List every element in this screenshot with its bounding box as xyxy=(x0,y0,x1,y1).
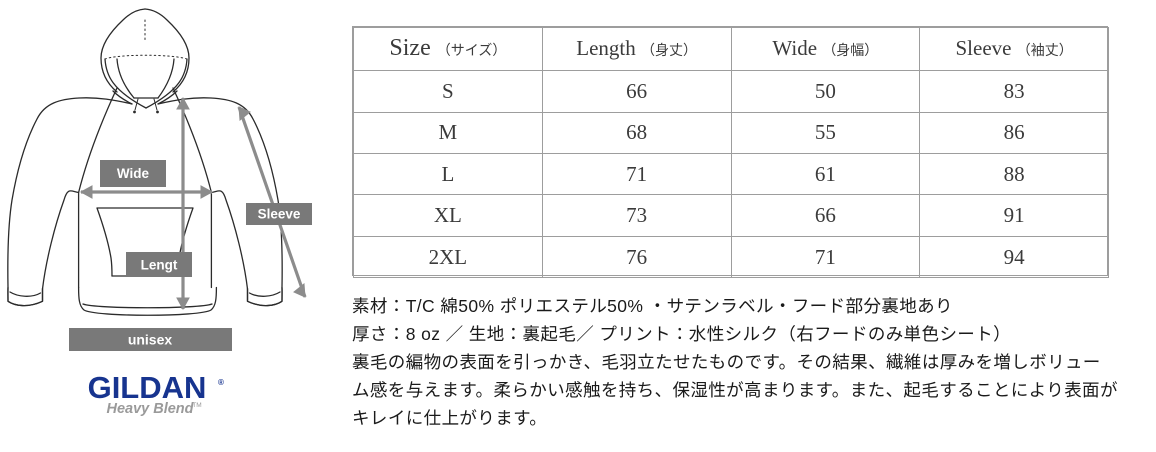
svg-text:GILDAN: GILDAN xyxy=(88,370,207,405)
svg-text:®: ® xyxy=(218,378,224,387)
svg-text:TM: TM xyxy=(192,402,201,409)
svg-text:Heavy Blend: Heavy Blend xyxy=(106,401,194,417)
